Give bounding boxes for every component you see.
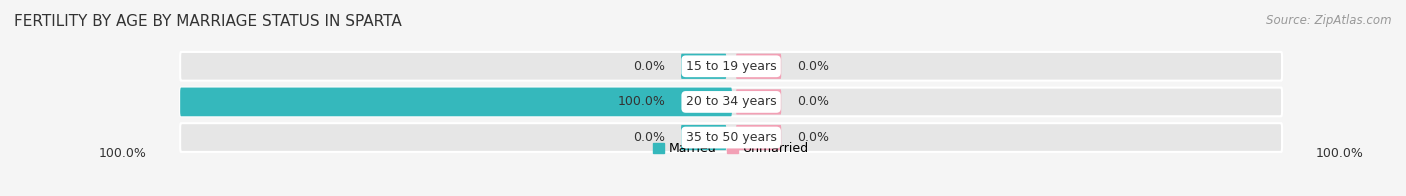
Legend: Married, Unmarried: Married, Unmarried bbox=[648, 137, 814, 160]
Text: 20 to 34 years: 20 to 34 years bbox=[686, 95, 776, 108]
FancyBboxPatch shape bbox=[180, 88, 733, 116]
Text: 0.0%: 0.0% bbox=[633, 60, 665, 73]
FancyBboxPatch shape bbox=[180, 52, 1282, 81]
FancyBboxPatch shape bbox=[681, 125, 725, 150]
FancyBboxPatch shape bbox=[737, 89, 782, 114]
FancyBboxPatch shape bbox=[180, 88, 1282, 116]
Text: 0.0%: 0.0% bbox=[797, 95, 830, 108]
FancyBboxPatch shape bbox=[180, 123, 1282, 152]
FancyBboxPatch shape bbox=[681, 54, 725, 79]
Text: 100.0%: 100.0% bbox=[98, 147, 146, 160]
Text: FERTILITY BY AGE BY MARRIAGE STATUS IN SPARTA: FERTILITY BY AGE BY MARRIAGE STATUS IN S… bbox=[14, 14, 402, 29]
Text: 0.0%: 0.0% bbox=[797, 60, 830, 73]
Text: 100.0%: 100.0% bbox=[1316, 147, 1364, 160]
Text: 35 to 50 years: 35 to 50 years bbox=[686, 131, 776, 144]
Text: 100.0%: 100.0% bbox=[617, 95, 665, 108]
Text: 15 to 19 years: 15 to 19 years bbox=[686, 60, 776, 73]
FancyBboxPatch shape bbox=[737, 125, 782, 150]
Text: 0.0%: 0.0% bbox=[633, 131, 665, 144]
FancyBboxPatch shape bbox=[737, 54, 782, 79]
FancyBboxPatch shape bbox=[681, 89, 725, 114]
Text: 0.0%: 0.0% bbox=[797, 131, 830, 144]
Text: Source: ZipAtlas.com: Source: ZipAtlas.com bbox=[1267, 14, 1392, 27]
